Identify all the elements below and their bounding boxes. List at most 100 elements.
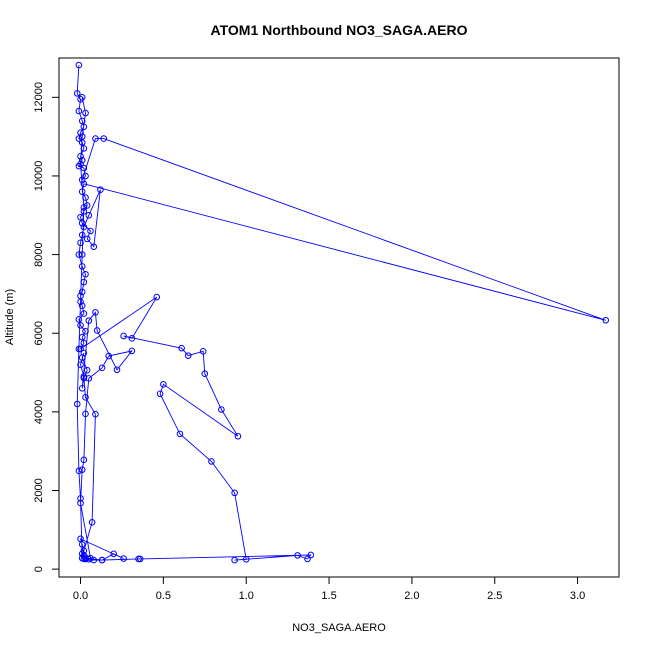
data-point xyxy=(85,211,93,219)
data-point xyxy=(98,364,106,372)
data-point xyxy=(77,152,84,160)
data-point xyxy=(231,489,238,497)
data-point xyxy=(120,555,127,562)
data-point xyxy=(135,555,142,563)
data-point xyxy=(110,550,117,558)
data-point xyxy=(78,133,86,140)
x-tick-label: 3.0 xyxy=(570,590,585,602)
x-axis-label: NO3_SAGA.AERO xyxy=(292,622,386,634)
data-point xyxy=(78,263,86,270)
x-tick-label: 2.5 xyxy=(487,590,502,602)
data-point xyxy=(78,466,86,473)
data-point xyxy=(77,129,84,137)
data-point xyxy=(199,348,207,355)
data-point xyxy=(82,410,89,418)
data-point xyxy=(153,293,161,301)
y-tick-label: 6000 xyxy=(33,321,45,345)
data-point xyxy=(77,495,84,502)
data-point xyxy=(97,186,104,194)
data-point xyxy=(80,204,88,211)
data-point xyxy=(304,555,311,563)
data-point xyxy=(80,349,88,357)
data-point xyxy=(602,316,610,324)
data-point xyxy=(156,390,164,398)
data-point xyxy=(93,327,101,334)
data-point xyxy=(105,352,113,360)
data-point xyxy=(100,135,108,142)
data-point xyxy=(82,172,89,180)
y-tick-label: 2000 xyxy=(33,478,45,502)
x-tick-label: 0.0 xyxy=(73,590,88,602)
data-point xyxy=(78,550,86,558)
data-point xyxy=(208,458,215,465)
data-point xyxy=(82,270,89,278)
data-point xyxy=(80,547,88,554)
data-point xyxy=(75,135,83,142)
data-point xyxy=(83,366,91,374)
data-point xyxy=(83,235,91,243)
data-point xyxy=(82,394,89,401)
data-point xyxy=(92,309,99,316)
data-point xyxy=(201,370,209,378)
x-tick-label: 1.0 xyxy=(239,590,254,602)
data-point xyxy=(80,208,88,215)
chart-title: ATOM1 Northbound NO3_SAGA.AERO xyxy=(211,22,468,38)
data-point xyxy=(90,556,98,564)
y-axis-label: Altitude (m) xyxy=(4,289,16,345)
y-tick-label: 12000 xyxy=(33,82,45,113)
data-point xyxy=(77,95,84,103)
data-point xyxy=(78,117,86,125)
data-point xyxy=(80,278,88,286)
data-point xyxy=(77,535,84,543)
data-point xyxy=(78,231,86,239)
data-point xyxy=(82,109,89,117)
data-point xyxy=(77,499,84,507)
data-point xyxy=(82,555,89,563)
data-point xyxy=(80,310,88,317)
y-tick-label: 8000 xyxy=(33,242,45,266)
data-point xyxy=(80,145,88,152)
data-point xyxy=(80,339,88,347)
data-point xyxy=(75,61,83,69)
data-point xyxy=(178,344,185,352)
data-point xyxy=(78,176,86,184)
data-point xyxy=(88,519,96,526)
data-point xyxy=(75,467,83,475)
data-point xyxy=(82,327,89,335)
data-point xyxy=(77,298,84,306)
y-axis: 0 2000 4000 6000 8000 10000 12000 xyxy=(33,82,60,572)
data-point xyxy=(82,194,89,201)
data-point xyxy=(80,223,88,231)
data-point xyxy=(78,384,86,392)
data-point xyxy=(184,352,192,359)
y-tick-label: 10000 xyxy=(33,161,45,192)
data-point xyxy=(80,180,88,188)
data-point xyxy=(73,90,81,97)
data-point xyxy=(78,156,86,164)
data-point xyxy=(87,227,94,235)
data-point xyxy=(78,94,86,101)
data-point xyxy=(78,251,86,258)
data-point xyxy=(231,556,238,564)
data-point xyxy=(176,430,184,438)
y-tick-label: 4000 xyxy=(33,400,45,424)
series-layer xyxy=(73,61,610,564)
data-point xyxy=(78,219,86,227)
data-point xyxy=(78,333,86,341)
data-point xyxy=(78,288,86,296)
data-point xyxy=(92,135,99,142)
data-point xyxy=(128,335,136,342)
y-tick-label: 0 xyxy=(33,566,45,572)
data-point xyxy=(85,375,93,382)
data-point xyxy=(78,554,86,562)
data-point xyxy=(113,366,121,374)
data-point xyxy=(75,107,83,115)
data-point xyxy=(80,123,88,131)
data-point xyxy=(90,243,98,251)
data-point xyxy=(77,160,84,168)
data-point xyxy=(294,552,301,559)
x-tick-label: 2.0 xyxy=(404,590,419,602)
